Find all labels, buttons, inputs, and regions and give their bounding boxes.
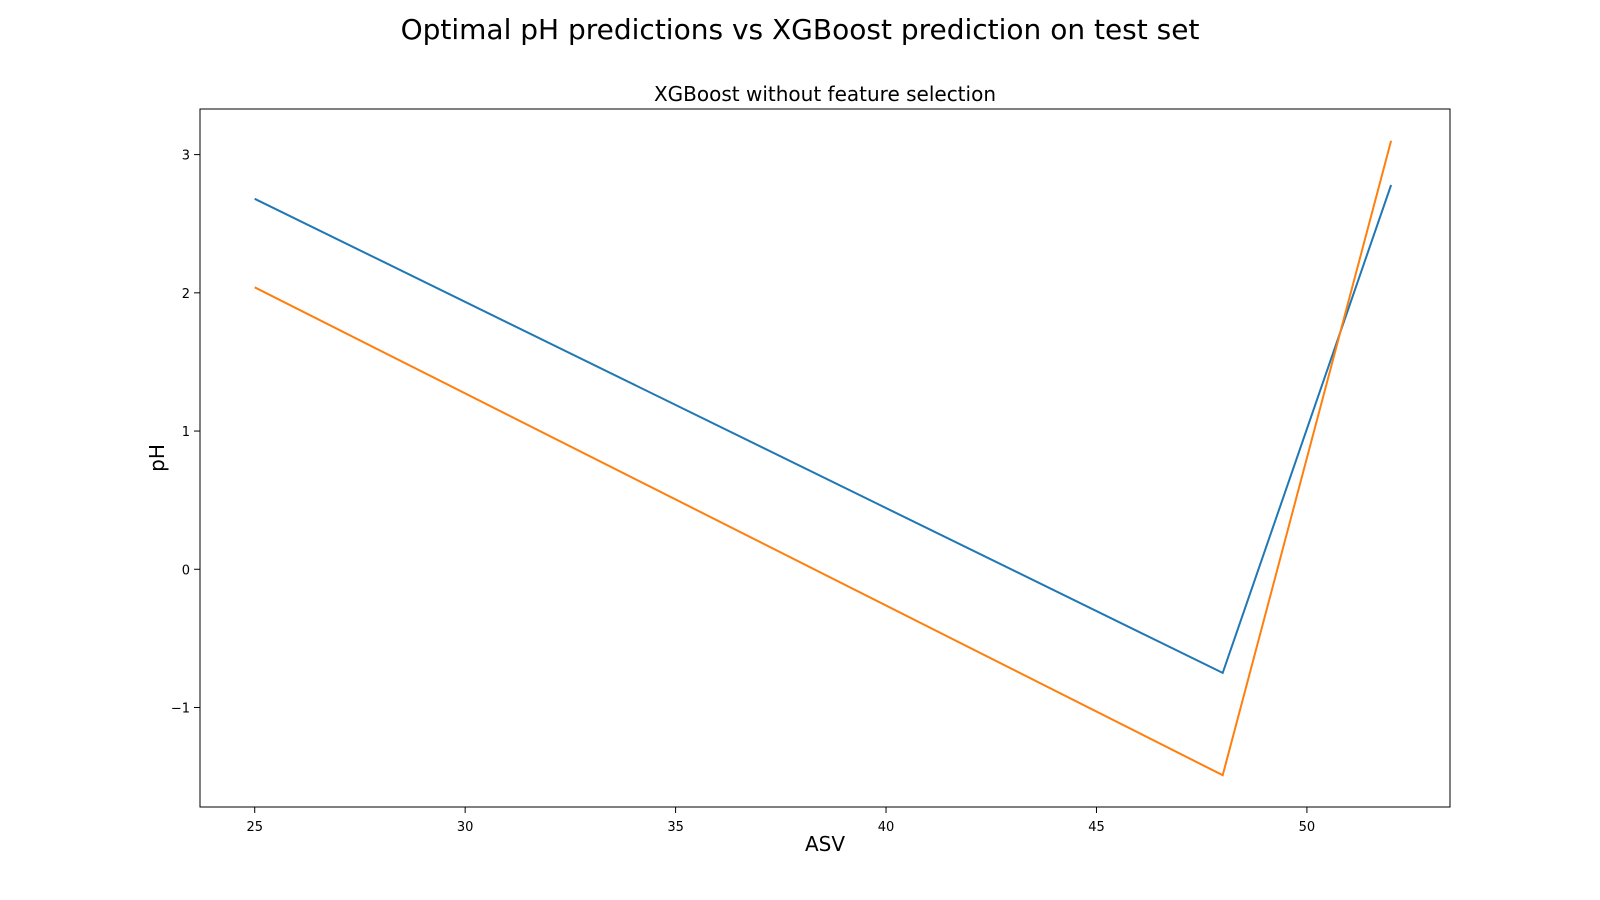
x-tick-label: 35	[667, 820, 684, 835]
chart-title: XGBoost without feature selection	[654, 82, 996, 106]
figure-title: Optimal pH predictions vs XGBoost predic…	[400, 13, 1200, 46]
x-tick-label: 25	[246, 820, 263, 835]
y-tick-label: 3	[182, 149, 190, 164]
y-tick-label: 2	[182, 287, 190, 302]
series-line-1	[254, 184, 1393, 675]
x-tick-label: 50	[1299, 820, 1316, 835]
y-tick-label: 1	[182, 425, 190, 440]
x-axis: 25 30 35 40 45 50	[246, 807, 1315, 835]
y-tick-label: −1	[171, 701, 190, 716]
y-tick-label: 0	[182, 563, 190, 578]
series-line-2	[254, 140, 1393, 777]
x-tick-label: 30	[457, 820, 474, 835]
y-axis-label: pH	[145, 444, 169, 472]
x-axis-label: ASV	[805, 832, 845, 856]
plot-area-frame	[199, 108, 1451, 808]
y-axis: −1 0 1 2 3	[171, 149, 200, 716]
x-tick-label: 40	[878, 820, 895, 835]
x-tick-label: 45	[1088, 820, 1105, 835]
series-layer	[254, 140, 1393, 777]
